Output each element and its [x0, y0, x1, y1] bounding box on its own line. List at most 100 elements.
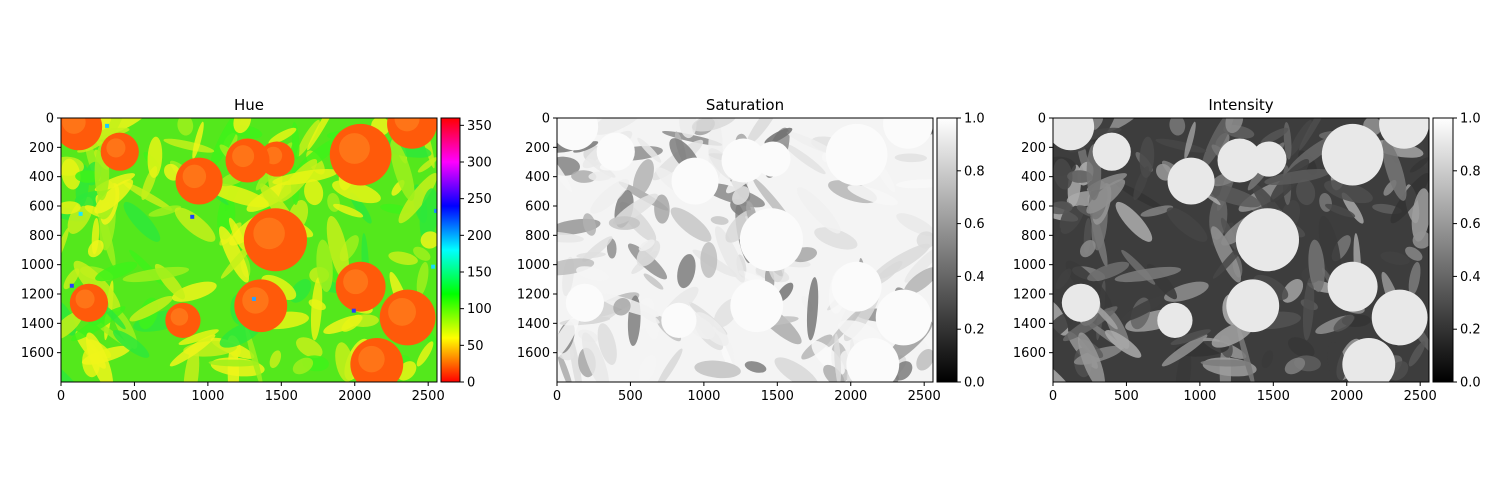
y-tick-label: 1600 — [517, 346, 550, 361]
x-tick-label: 2500 — [412, 389, 445, 404]
fruit-mark — [730, 279, 784, 333]
leaf-mark — [192, 121, 204, 159]
leaf-mark — [333, 203, 364, 218]
leaf-mark — [122, 266, 190, 283]
leaf-mark — [61, 359, 81, 382]
leaf-mark — [638, 239, 655, 252]
fruit-mark — [565, 283, 604, 322]
leaf-mark — [416, 261, 429, 296]
leaf-mark — [582, 213, 597, 236]
y-tick-label: 400 — [29, 170, 54, 185]
hue-speck — [434, 208, 437, 213]
x-tick-label: 1000 — [1183, 389, 1216, 404]
leaf-mark — [694, 312, 729, 347]
fruit-mark — [1327, 261, 1378, 312]
axes-frame — [556, 117, 934, 383]
x-tick-label: 2000 — [338, 389, 371, 404]
leaf-mark — [1114, 181, 1165, 211]
fruit-highlight — [253, 217, 285, 250]
colorbar-tick-label: 350 — [467, 119, 492, 134]
fruit-highlight — [106, 138, 126, 158]
fruit-mark — [1217, 138, 1262, 183]
leaf-mark — [1067, 170, 1093, 183]
leaf-mark — [419, 188, 437, 242]
leaf-mark — [796, 187, 841, 234]
leaf-mark — [307, 118, 339, 151]
leaf-mark — [581, 332, 610, 382]
leaf-mark — [871, 243, 931, 281]
leaf-mark — [174, 207, 216, 242]
leaf-mark — [1079, 240, 1096, 258]
leaf-mark — [398, 173, 437, 224]
leaf-mark — [304, 179, 324, 206]
leaf-mark — [677, 254, 696, 289]
leaf-mark — [87, 240, 104, 258]
leaf-mark — [1299, 118, 1331, 151]
x-tick-label: 0 — [553, 389, 561, 404]
fruit-mark — [557, 118, 599, 151]
hue-speck — [251, 296, 256, 301]
leaf-mark — [1412, 231, 1429, 249]
leaf-mark — [1170, 329, 1211, 346]
leaf-mark — [1390, 173, 1429, 224]
x-tick-label: 1500 — [761, 389, 794, 404]
fruit-mark — [1235, 208, 1300, 272]
y-tick-label: 800 — [29, 229, 54, 244]
image-sat — [557, 118, 933, 382]
leaf-mark — [296, 337, 323, 358]
leaf-mark — [1121, 295, 1166, 322]
fruit-mark — [1371, 289, 1428, 346]
colorbar-tick-label: 0.0 — [964, 376, 985, 391]
leaf-mark — [332, 180, 381, 204]
y-tick-label: 600 — [29, 200, 54, 215]
colorbar-tick-label: 0 — [467, 376, 475, 391]
leaf-mark — [1093, 303, 1118, 330]
hue-speck — [78, 211, 83, 216]
leaf-mark — [632, 159, 654, 197]
leaf-mark — [61, 158, 81, 190]
leaf-mark — [183, 347, 200, 382]
y-tick-label: 400 — [1021, 170, 1046, 185]
leaf-mark — [557, 156, 580, 176]
leaf-mark — [1053, 201, 1073, 215]
fruit-mark — [1226, 279, 1280, 333]
leaf-mark — [774, 357, 819, 382]
y-tick-label: 400 — [525, 170, 550, 185]
leaf-mark — [1053, 311, 1075, 340]
x-tick-label: 2500 — [908, 389, 941, 404]
leaf-mark — [637, 137, 662, 163]
leaf-mark — [1382, 139, 1407, 201]
leaf-mark — [310, 277, 323, 341]
leaf-mark — [700, 242, 718, 278]
plot-title: Saturation — [706, 96, 784, 114]
leaf-mark — [834, 333, 842, 382]
fruit-mark — [875, 289, 932, 346]
leaf-mark — [413, 246, 431, 261]
leaf-mark — [1087, 261, 1130, 282]
leaf-mark — [147, 136, 163, 178]
leaf-mark — [218, 226, 250, 283]
x-tick-label: 500 — [618, 389, 643, 404]
leaf-mark — [592, 118, 647, 135]
x-tick-label: 0 — [1049, 389, 1057, 404]
fruit-mark — [883, 118, 933, 149]
y-tick-label: 1000 — [517, 258, 550, 273]
leaf-mark — [268, 127, 297, 145]
y-tick-label: 600 — [1021, 200, 1046, 215]
leaf-mark — [208, 359, 260, 367]
leaf-mark — [335, 342, 354, 382]
leaf-mark — [691, 118, 737, 132]
x-tick-label: 1500 — [1257, 389, 1290, 404]
leaf-mark — [1105, 329, 1142, 358]
y-tick-label: 1600 — [1013, 346, 1046, 361]
colorbar — [936, 117, 958, 383]
x-tick-label: 2500 — [1404, 389, 1437, 404]
fruit-mark — [1342, 338, 1396, 382]
fruit-highlight — [75, 289, 95, 309]
leaf-mark — [245, 325, 264, 382]
leaf-mark — [764, 127, 793, 145]
leaf-mark — [1184, 121, 1196, 159]
fruit-highlight — [232, 145, 255, 168]
leaf-mark — [1408, 341, 1426, 367]
leaf-mark — [903, 267, 933, 296]
